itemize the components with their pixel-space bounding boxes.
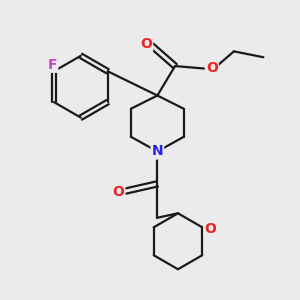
Text: O: O <box>206 61 218 75</box>
Text: N: N <box>152 145 163 158</box>
Text: F: F <box>48 58 57 72</box>
Text: O: O <box>205 222 216 236</box>
Text: O: O <box>112 185 124 199</box>
Text: O: O <box>140 37 152 51</box>
